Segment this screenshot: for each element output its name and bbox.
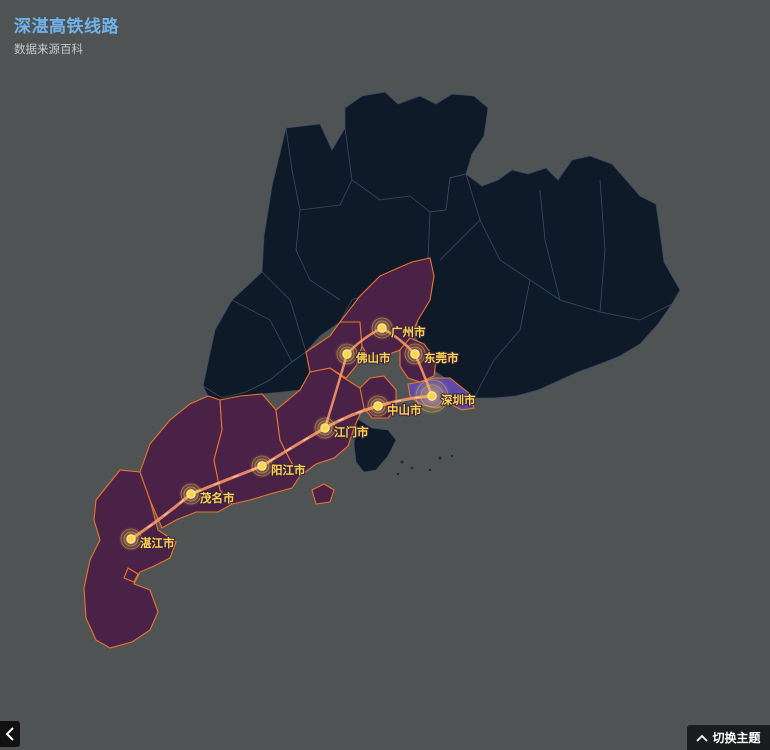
station-ring xyxy=(374,320,390,336)
station-ring xyxy=(371,317,393,339)
station-ring xyxy=(370,398,386,414)
station-dot-icon[interactable] xyxy=(377,323,387,333)
station-ring xyxy=(404,343,426,365)
island-left[interactable] xyxy=(123,567,139,583)
chevron-up-icon xyxy=(696,734,709,742)
station-ring xyxy=(407,346,423,362)
station-ring xyxy=(254,458,270,474)
island-coast[interactable] xyxy=(311,483,335,505)
map-title: 深湛高铁线路 xyxy=(14,17,119,37)
city-region-zhanjiang[interactable] xyxy=(83,469,177,649)
station-ring xyxy=(251,455,273,477)
station-dot-icon[interactable] xyxy=(410,349,420,359)
region-coast-east[interactable] xyxy=(353,417,397,473)
station-label: 广州市 xyxy=(391,325,426,339)
station-dot-icon[interactable] xyxy=(373,401,383,411)
station-label: 东莞市 xyxy=(424,351,459,365)
province-inner-borders xyxy=(231,127,673,399)
station-ring xyxy=(339,346,355,362)
station-ring xyxy=(420,384,444,408)
station-label: 中山市 xyxy=(387,403,422,417)
station-label: 湛江市 xyxy=(140,536,175,550)
station-dot-icon[interactable] xyxy=(427,391,437,401)
delta-islands xyxy=(396,454,454,476)
station-label: 阳江市 xyxy=(271,463,306,477)
chevron-left-icon xyxy=(5,727,14,741)
station-dot-icon[interactable] xyxy=(186,489,196,499)
station-ring xyxy=(180,483,202,505)
station-markers xyxy=(118,315,452,552)
station-dot-icon[interactable] xyxy=(342,349,352,359)
station-ring xyxy=(317,420,333,436)
province-base xyxy=(202,91,681,473)
switch-theme-label: 切换主题 xyxy=(712,731,761,745)
station-label: 佛山市 xyxy=(355,351,391,365)
station-dot-icon[interactable] xyxy=(257,461,267,471)
station-dot-icon[interactable] xyxy=(320,423,330,433)
station-ring xyxy=(367,395,389,417)
station-dot-icon[interactable] xyxy=(126,534,136,544)
station-ring xyxy=(336,343,358,365)
station-ring xyxy=(183,486,199,502)
region-north-west[interactable] xyxy=(202,91,489,399)
station-label: 江门市 xyxy=(334,425,369,439)
map-subtitle: 数据来源百科 xyxy=(14,42,83,56)
switch-theme-button[interactable]: 切换主题 xyxy=(687,725,770,750)
station-ring xyxy=(120,528,142,550)
station-label: 茂名市 xyxy=(200,491,235,505)
back-button[interactable] xyxy=(0,721,20,747)
station-label: 深圳市 xyxy=(441,393,476,407)
station-ring xyxy=(314,417,336,439)
city-region-guangzhou[interactable] xyxy=(338,257,435,357)
station-ring xyxy=(123,531,139,547)
station-ring xyxy=(415,379,449,413)
